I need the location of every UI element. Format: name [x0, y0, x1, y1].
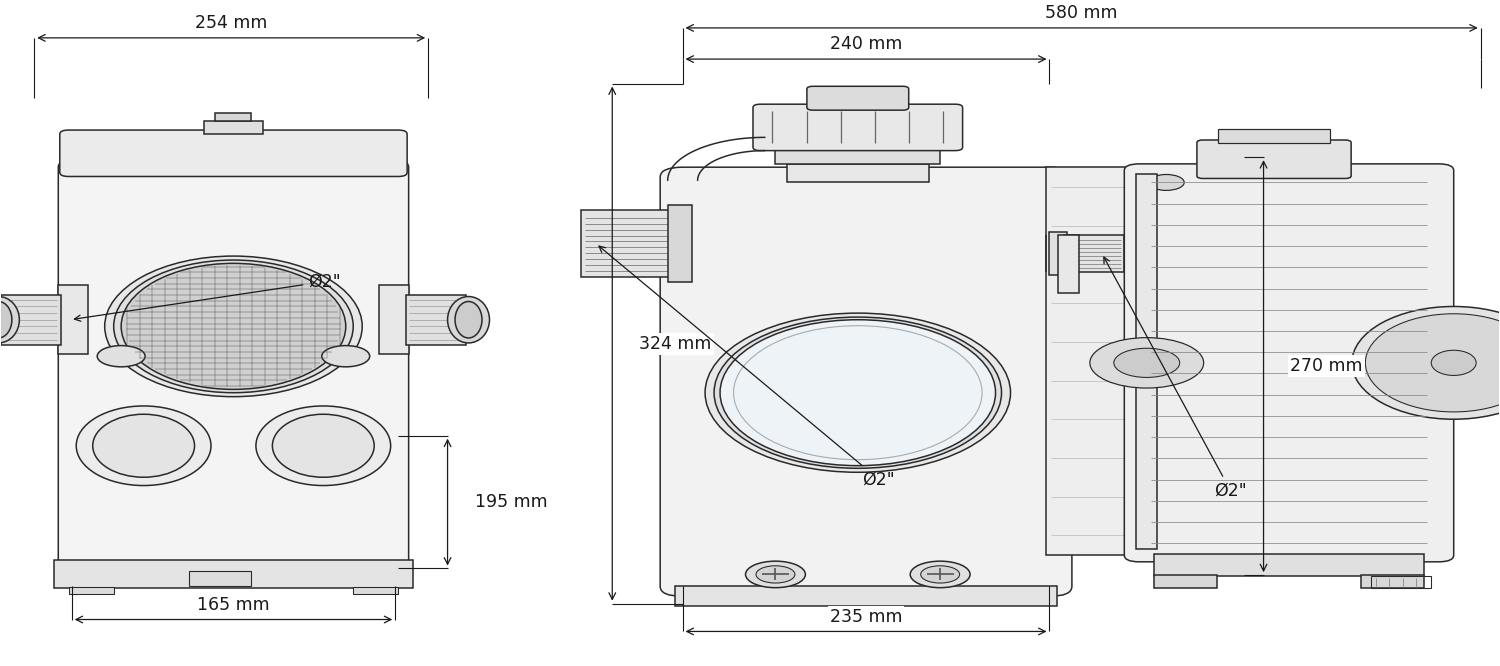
FancyBboxPatch shape [807, 87, 909, 110]
Ellipse shape [114, 260, 352, 393]
Ellipse shape [714, 317, 1002, 468]
Ellipse shape [76, 406, 212, 486]
Circle shape [98, 346, 146, 367]
Circle shape [1149, 174, 1184, 190]
Circle shape [1090, 338, 1203, 388]
Bar [54, 561, 412, 588]
Ellipse shape [0, 296, 20, 343]
Bar [58, 285, 88, 354]
FancyBboxPatch shape [660, 167, 1072, 596]
Text: 240 mm: 240 mm [830, 35, 902, 53]
Bar [776, 147, 940, 164]
Bar [1137, 174, 1156, 549]
Bar [1360, 575, 1424, 588]
Text: Ø2": Ø2" [75, 272, 340, 321]
Bar [2, 294, 62, 345]
Circle shape [746, 561, 806, 587]
Bar [1050, 232, 1068, 274]
Bar [1155, 554, 1424, 576]
Bar [405, 294, 465, 345]
Circle shape [756, 566, 795, 583]
Text: 270 mm: 270 mm [1290, 357, 1364, 375]
Ellipse shape [93, 414, 195, 478]
Ellipse shape [1352, 306, 1500, 419]
Bar [1155, 575, 1216, 588]
Circle shape [921, 566, 960, 583]
FancyBboxPatch shape [58, 159, 408, 570]
Bar [580, 210, 682, 276]
Text: 324 mm: 324 mm [639, 334, 711, 352]
Bar [1065, 235, 1125, 272]
Bar [1371, 576, 1431, 588]
Bar [216, 113, 252, 121]
Bar [1047, 167, 1143, 555]
Ellipse shape [705, 313, 1011, 472]
FancyBboxPatch shape [753, 104, 963, 151]
Circle shape [910, 561, 970, 587]
Ellipse shape [1431, 350, 1476, 376]
FancyBboxPatch shape [1197, 140, 1352, 178]
Ellipse shape [273, 414, 374, 478]
Ellipse shape [454, 302, 482, 338]
Bar [189, 571, 252, 585]
Bar [668, 205, 692, 282]
Bar [69, 587, 114, 593]
Text: 235 mm: 235 mm [830, 608, 903, 626]
Text: 195 mm: 195 mm [474, 493, 548, 511]
Text: 580 mm: 580 mm [1046, 4, 1118, 23]
Ellipse shape [122, 263, 345, 390]
Bar [204, 121, 264, 134]
Bar [352, 587, 398, 593]
Ellipse shape [1365, 314, 1500, 412]
FancyBboxPatch shape [60, 130, 406, 176]
Bar [1218, 129, 1330, 143]
Bar [378, 285, 408, 354]
Bar [1059, 235, 1080, 293]
Circle shape [322, 346, 369, 367]
Text: Ø2": Ø2" [598, 246, 896, 488]
Ellipse shape [105, 256, 362, 397]
Circle shape [1114, 348, 1179, 378]
Text: Ø2": Ø2" [1104, 257, 1246, 500]
Ellipse shape [256, 406, 390, 486]
Ellipse shape [447, 296, 489, 343]
Text: 165 mm: 165 mm [196, 596, 270, 614]
Text: 254 mm: 254 mm [195, 14, 267, 32]
Bar [786, 164, 928, 182]
Ellipse shape [720, 320, 996, 466]
Ellipse shape [0, 302, 12, 338]
FancyBboxPatch shape [1125, 164, 1454, 562]
Bar [675, 586, 1058, 606]
